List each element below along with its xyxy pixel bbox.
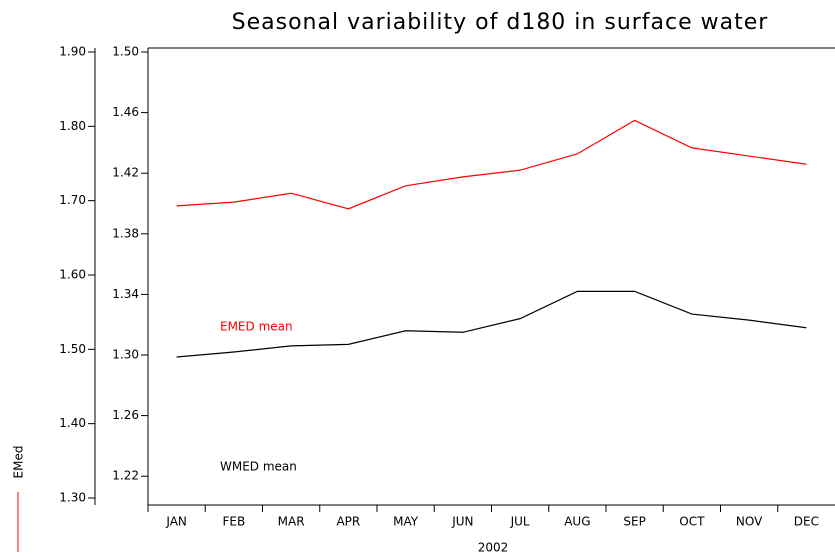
- x-tick-label: APR: [336, 515, 360, 529]
- y-tick-label: 1.80: [59, 119, 86, 133]
- y-tick-label: 1.30: [112, 348, 139, 362]
- x-tick-label: MAY: [393, 515, 419, 529]
- y-tick-label: 1.26: [112, 408, 139, 422]
- chart-title: Seasonal variability of d180 in surface …: [232, 10, 769, 35]
- y-tick-label: 1.90: [59, 45, 86, 59]
- x-tick-label: MAR: [278, 515, 305, 529]
- series-line: [176, 119, 807, 210]
- x-tick-label: DEC: [794, 515, 819, 529]
- y-tick-label: 1.60: [59, 268, 86, 282]
- x-axis-label: 2002: [478, 541, 509, 555]
- series-label: EMED mean: [220, 320, 293, 334]
- y-tick-label: 1.42: [112, 166, 139, 180]
- y-tick-label: 1.34: [112, 287, 139, 301]
- series-label: WMED mean: [220, 460, 297, 474]
- y-tick-label: 1.70: [59, 193, 86, 207]
- x-tick-label: OCT: [679, 515, 705, 529]
- y-tick-label: 1.50: [112, 45, 139, 59]
- y-tick-label: 1.46: [112, 105, 139, 119]
- x-tick-label: AUG: [564, 515, 590, 529]
- x-tick-label: JUN: [451, 515, 473, 529]
- y-axis-label: EMed: [12, 446, 26, 479]
- y-tick-label: 1.30: [59, 491, 86, 505]
- x-tick-label: FEB: [223, 515, 246, 529]
- x-tick-label: JAN: [165, 515, 187, 529]
- y-tick-label: 1.22: [112, 469, 139, 483]
- y-tick-label: 1.38: [112, 226, 139, 240]
- x-tick-label: NOV: [736, 515, 763, 529]
- x-tick-label: SEP: [623, 515, 645, 529]
- x-tick-label: JUL: [510, 515, 530, 529]
- y-tick-label: 1.40: [59, 416, 86, 430]
- series-line: [176, 290, 807, 358]
- y-tick-label: 1.50: [59, 342, 86, 356]
